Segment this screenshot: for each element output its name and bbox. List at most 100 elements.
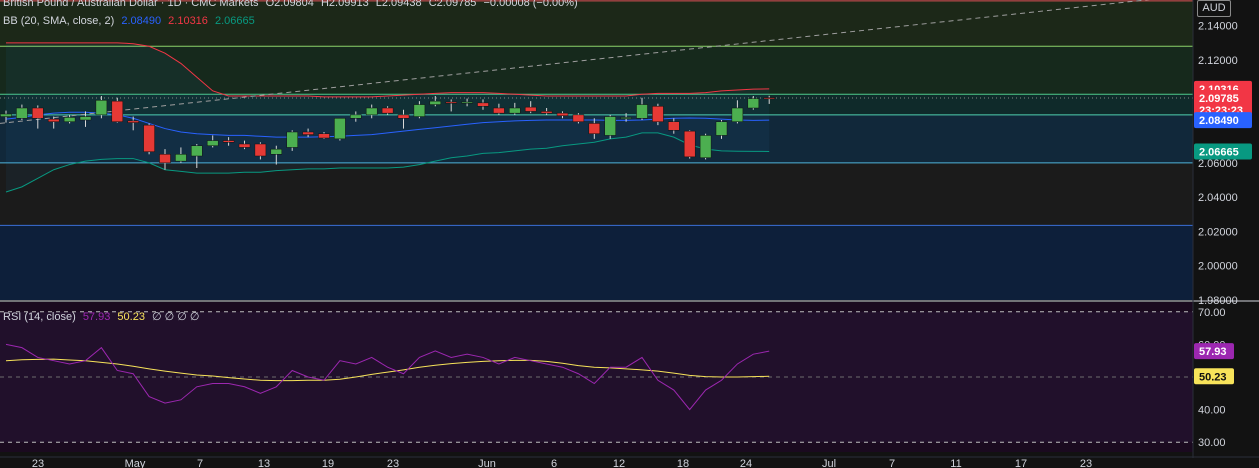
time-tick-label: 13: [258, 458, 270, 468]
candle-down: [111, 100, 124, 122]
candle-up: [270, 148, 283, 155]
support-zone-bottom: [0, 225, 1193, 300]
rsi-ma-line: [5, 358, 770, 382]
price-tick-label: 2.12000: [1198, 55, 1238, 67]
candle-up: [747, 98, 760, 109]
candle-down: [572, 114, 585, 122]
candle-up: [286, 131, 298, 148]
rsi-value: 57.93: [82, 311, 111, 323]
candle-up: [63, 117, 76, 122]
candle-up: [509, 107, 521, 114]
candle-down: [556, 112, 569, 116]
candle-up: [350, 114, 362, 119]
candle-up: [413, 104, 426, 117]
candle-up: [175, 154, 187, 162]
candle-down: [32, 107, 44, 119]
time-tick-label: 6: [551, 458, 557, 468]
candle-up: [0, 113, 12, 117]
rsi-ma-value: 50.23: [117, 311, 145, 323]
time-tick-label: 23: [1080, 458, 1092, 468]
currency-selector[interactable]: AUD: [1197, 0, 1231, 17]
resistance-zone: [0, 46, 1193, 95]
price-legend: British Pound / Australian Dollar · 1D ·…: [3, 0, 582, 10]
candle-up: [461, 101, 473, 104]
rsi-legend[interactable]: RSI (14, close) 57.93 50.23 ∅ ∅ ∅ ∅: [3, 310, 204, 324]
rsi-badge-label: 50.23: [1199, 371, 1227, 383]
rsi-badge-label: 57.93: [1199, 346, 1227, 358]
price-tick-label: 2.04000: [1198, 192, 1238, 204]
candle-down: [381, 107, 394, 114]
candle-up: [699, 135, 712, 158]
trend-line: [0, 0, 1150, 124]
last-price-label: 2.09785: [1199, 93, 1239, 105]
candle-down: [238, 143, 251, 148]
mid-zone: [0, 94, 1193, 115]
bb-basis-value: 2.08490: [121, 15, 162, 27]
candle-down: [127, 120, 139, 123]
candle-up: [95, 100, 108, 116]
rsi-tick-label: 30.00: [1198, 437, 1226, 449]
candle-up: [191, 145, 203, 157]
candle-down: [47, 118, 60, 122]
change-value: −0.00008 (−0.00%): [483, 0, 578, 9]
candle-down: [493, 107, 505, 114]
price-badge-label: 2.08490: [1199, 115, 1239, 127]
candle-down: [683, 130, 696, 158]
candle-down: [477, 102, 489, 107]
time-tick-label: 19: [322, 458, 334, 468]
price-badge: [1194, 143, 1252, 160]
resistance-zone-top: [0, 0, 1193, 47]
candle-up: [429, 100, 442, 105]
candle-down: [397, 114, 410, 119]
candle-down: [524, 106, 537, 112]
time-tick-label: 7: [197, 458, 203, 468]
candle-up: [620, 117, 632, 119]
time-tick-label: 24: [740, 458, 752, 468]
candle-down: [668, 121, 680, 131]
rsi-tick-label: 70.00: [1198, 307, 1226, 319]
price-tick-label: 1.98000: [1198, 295, 1238, 307]
bb-lower-value: 2.06665: [214, 15, 255, 27]
time-tick-label: 12: [613, 458, 625, 468]
rsi-badge: [1194, 368, 1234, 385]
time-tick-label: Jul: [822, 458, 836, 468]
candle-down: [652, 106, 664, 122]
candle-up: [334, 118, 346, 140]
neutral-zone: [0, 162, 1193, 226]
time-tick-label: 11: [950, 458, 961, 468]
candle-down: [540, 111, 553, 114]
candle-up: [636, 104, 648, 119]
candle-down: [763, 97, 775, 100]
last-price-badge: [1194, 89, 1252, 118]
time-tick-label: 18: [677, 458, 689, 468]
candle-up: [206, 140, 219, 146]
candle-down: [143, 124, 155, 152]
price-tick-label: 2.06000: [1198, 158, 1238, 170]
price-tick-label: 2.00000: [1198, 261, 1238, 273]
price-tick-label: 2.02000: [1198, 226, 1238, 238]
rsi-badge: [1194, 343, 1234, 360]
candle-down: [254, 143, 267, 157]
low-value: L2.09438: [375, 0, 422, 9]
candle-up: [731, 107, 744, 122]
time-tick-label: May: [125, 458, 146, 468]
high-value: H2.09913: [320, 0, 369, 9]
rsi-tick-label: 40.00: [1198, 405, 1226, 417]
bb-upper-value: 2.10316: [168, 15, 208, 27]
candle-up: [715, 121, 728, 136]
time-tick-label: Jun: [478, 458, 496, 468]
rsi-extra-values: ∅ ∅ ∅ ∅: [152, 311, 200, 323]
candle-up: [365, 107, 378, 116]
time-tick-label: 23: [387, 458, 399, 468]
price-badge-label: 2.06665: [1199, 146, 1239, 158]
bollinger-legend[interactable]: BB (20, SMA, close, 2) 2.08490 2.10316 2…: [3, 14, 259, 28]
time-tick-label: 17: [1015, 458, 1027, 468]
symbol-label: British Pound / Australian Dollar · 1D ·…: [3, 0, 259, 9]
candle-down: [318, 133, 330, 139]
candle-up: [16, 107, 28, 119]
price-tick-label: 2.14000: [1198, 21, 1238, 33]
open-value: O2.09804: [265, 0, 314, 9]
candle-down: [159, 154, 171, 164]
time-tick-label: 7: [889, 458, 895, 468]
